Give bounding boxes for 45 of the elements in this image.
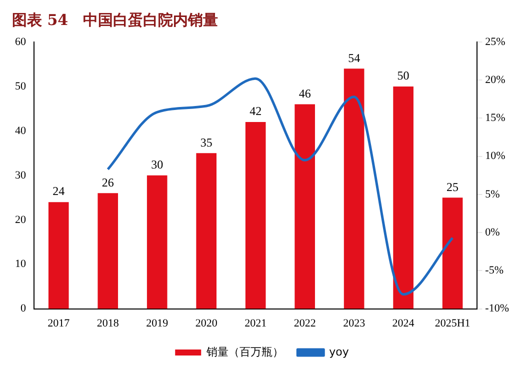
legend-label: yoy <box>329 345 350 358</box>
y-tick-label: 40 <box>15 124 26 137</box>
data-label: 24 <box>52 184 65 198</box>
y2-tick-label: 15% <box>485 112 506 124</box>
data-label: 46 <box>298 86 311 100</box>
bar <box>245 122 266 309</box>
bar <box>344 68 364 309</box>
legend-label: 销量（百万瓶） <box>206 345 284 358</box>
x-tick-label: 2023 <box>343 317 366 330</box>
y-tick-label: 20 <box>15 214 26 226</box>
x-tick-label: 2020 <box>195 317 218 330</box>
bar <box>393 86 414 309</box>
data-label: 42 <box>250 104 262 118</box>
x-tick-label: 2018 <box>96 317 120 330</box>
x-tick-label: 2024 <box>392 317 415 330</box>
bar <box>146 175 168 309</box>
y2-tick-label: 20% <box>485 74 506 86</box>
y-tick-label: 0 <box>20 302 26 315</box>
y-tick-label: 60 <box>15 36 26 48</box>
y2-tick-label: 5% <box>485 188 500 200</box>
bar <box>98 193 118 309</box>
x-tick-label: 2017 <box>48 317 70 330</box>
chart-title: 图表 54 中国白蛋白院内销量 <box>12 10 218 29</box>
y2-tick-label: 0% <box>485 226 500 238</box>
data-label: 26 <box>102 175 114 190</box>
x-tick-label: 2021 <box>244 317 267 330</box>
data-label: 35 <box>200 135 212 150</box>
x-tick-label: 2022 <box>294 317 316 330</box>
y-tick-label: 10 <box>15 258 26 270</box>
bar <box>294 104 315 309</box>
x-tick-label: 2025H1 <box>434 317 470 330</box>
data-label: 25 <box>446 180 459 194</box>
data-label: 30 <box>151 158 164 172</box>
bar <box>442 198 463 309</box>
y2-tick-label: -10% <box>485 302 509 315</box>
y2-tick-label: 10% <box>485 150 506 162</box>
y-tick-label: 50 <box>15 80 26 92</box>
bar <box>196 153 216 309</box>
bar <box>48 202 69 309</box>
x-tick-label: 2019 <box>146 317 169 330</box>
data-label: 54 <box>348 50 360 65</box>
y2-tick-label: -5% <box>485 264 504 277</box>
y2-tick-label: 25% <box>485 36 506 48</box>
y-tick-label: 30 <box>15 169 26 182</box>
data-label: 50 <box>397 68 410 83</box>
